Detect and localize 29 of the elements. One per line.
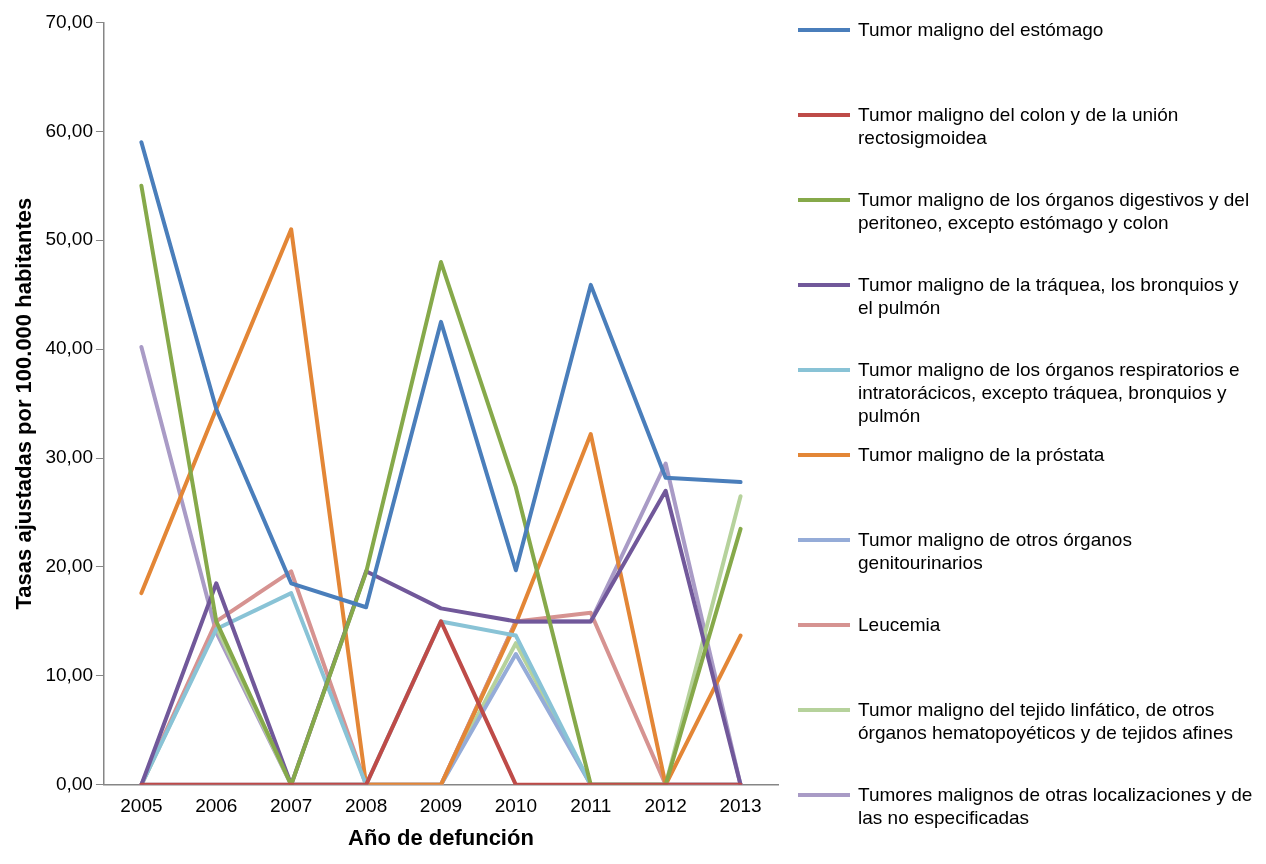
legend-label: Tumor maligno del tejido linfático, de otros órganos hematopoyéticos y de tejidos afines bbox=[858, 698, 1234, 744]
y-tick-label: 70,00 bbox=[45, 10, 93, 32]
x-tick-label: 2008 bbox=[344, 795, 388, 817]
x-tick-label: 2009 bbox=[419, 795, 463, 817]
legend-label: Tumor maligno de la próstata bbox=[858, 443, 1105, 466]
y-tick-label: 50,00 bbox=[45, 228, 93, 250]
y-tick-label: 0,00 bbox=[55, 773, 93, 795]
y-tick-label: 40,00 bbox=[45, 337, 93, 359]
x-tick-label: 2013 bbox=[719, 795, 762, 817]
y-tick-label: 20,00 bbox=[45, 555, 93, 577]
x-tick-label: 2011 bbox=[570, 795, 612, 817]
legend-label: Tumor maligno de los órganos respiratorios e intratorácicos, excepto tráquea, bronquios y pulmón bbox=[858, 358, 1241, 427]
x-axis-title: Año de defunción bbox=[348, 824, 534, 850]
legend-label: Tumor maligno del estómago bbox=[858, 18, 1104, 41]
legend-label: Leucemia bbox=[858, 613, 941, 636]
y-tick-label: 10,00 bbox=[45, 664, 93, 686]
x-tick-label: 2012 bbox=[644, 795, 687, 817]
legend-label: Tumor maligno de la tráquea, los bronquios y el pulmón bbox=[858, 273, 1240, 319]
y-axis-title: Tasas ajustadas por 100.000 habitantes bbox=[11, 197, 37, 610]
x-tick-label: 2007 bbox=[270, 795, 313, 817]
legend-label: Tumor maligno de los órganos digestivos y del peritoneo, excepto estómago y colon bbox=[858, 188, 1251, 234]
y-tick-label: 30,00 bbox=[45, 446, 93, 468]
x-tick-label: 2010 bbox=[494, 795, 538, 817]
legend-label: Tumor maligno de otros órganos genitourinarios bbox=[858, 528, 1133, 574]
legend-label: Tumores malignos de otras localizaciones y de las no especificadas bbox=[858, 783, 1254, 829]
x-tick-label: 2005 bbox=[120, 795, 163, 817]
legend-label: Tumor maligno del colon y de la unión rectosigmoidea bbox=[858, 103, 1180, 149]
y-tick-label: 60,00 bbox=[45, 119, 93, 141]
x-tick-label: 2006 bbox=[195, 795, 238, 817]
